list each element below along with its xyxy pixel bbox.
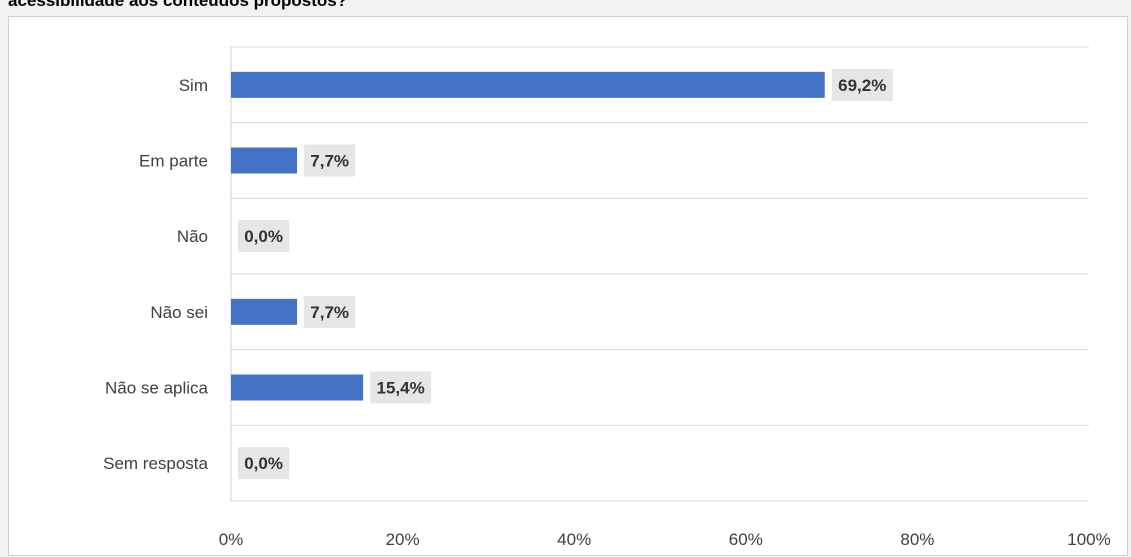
x-tick-label: 40% xyxy=(557,530,591,549)
category-label: Não xyxy=(177,227,208,246)
x-tick-label: 60% xyxy=(729,530,763,549)
x-tick-label: 0% xyxy=(219,530,244,549)
data-label: 15,4% xyxy=(377,379,425,398)
chart-title: acessibilidade aos conteúdos propostos? xyxy=(8,0,348,10)
category-label: Não sei xyxy=(150,303,208,322)
x-tick-label: 20% xyxy=(386,530,420,549)
data-label-background xyxy=(238,220,290,253)
x-tick-label: 80% xyxy=(900,530,934,549)
x-tick-label: 100% xyxy=(1067,530,1110,549)
data-label: 0,0% xyxy=(244,454,283,473)
category-label: Sem resposta xyxy=(103,454,208,473)
category-label: Não se aplica xyxy=(105,379,209,398)
data-label: 7,7% xyxy=(310,152,349,171)
bar xyxy=(231,298,298,325)
data-label-background xyxy=(304,144,356,177)
data-label-background xyxy=(304,295,356,328)
data-label-background xyxy=(238,447,290,480)
chart-area: 0% 20% 40% 60% 80% 100% Sim 69,2% Em parte 7,7% Nã… xyxy=(8,16,1128,556)
bar-chart: 0% 20% 40% 60% 80% 100% Sim 69,2% Em parte 7,7% Nã… xyxy=(103,46,1111,549)
category-label: Sim xyxy=(179,76,208,95)
bar xyxy=(231,71,825,98)
data-label: 7,7% xyxy=(310,303,349,322)
bar xyxy=(231,374,364,401)
data-label: 69,2% xyxy=(838,76,886,95)
data-label: 0,0% xyxy=(244,227,283,246)
category-label: Em parte xyxy=(139,152,208,171)
data-label-background xyxy=(370,371,432,404)
data-label-background xyxy=(831,68,893,101)
bar xyxy=(231,147,298,174)
